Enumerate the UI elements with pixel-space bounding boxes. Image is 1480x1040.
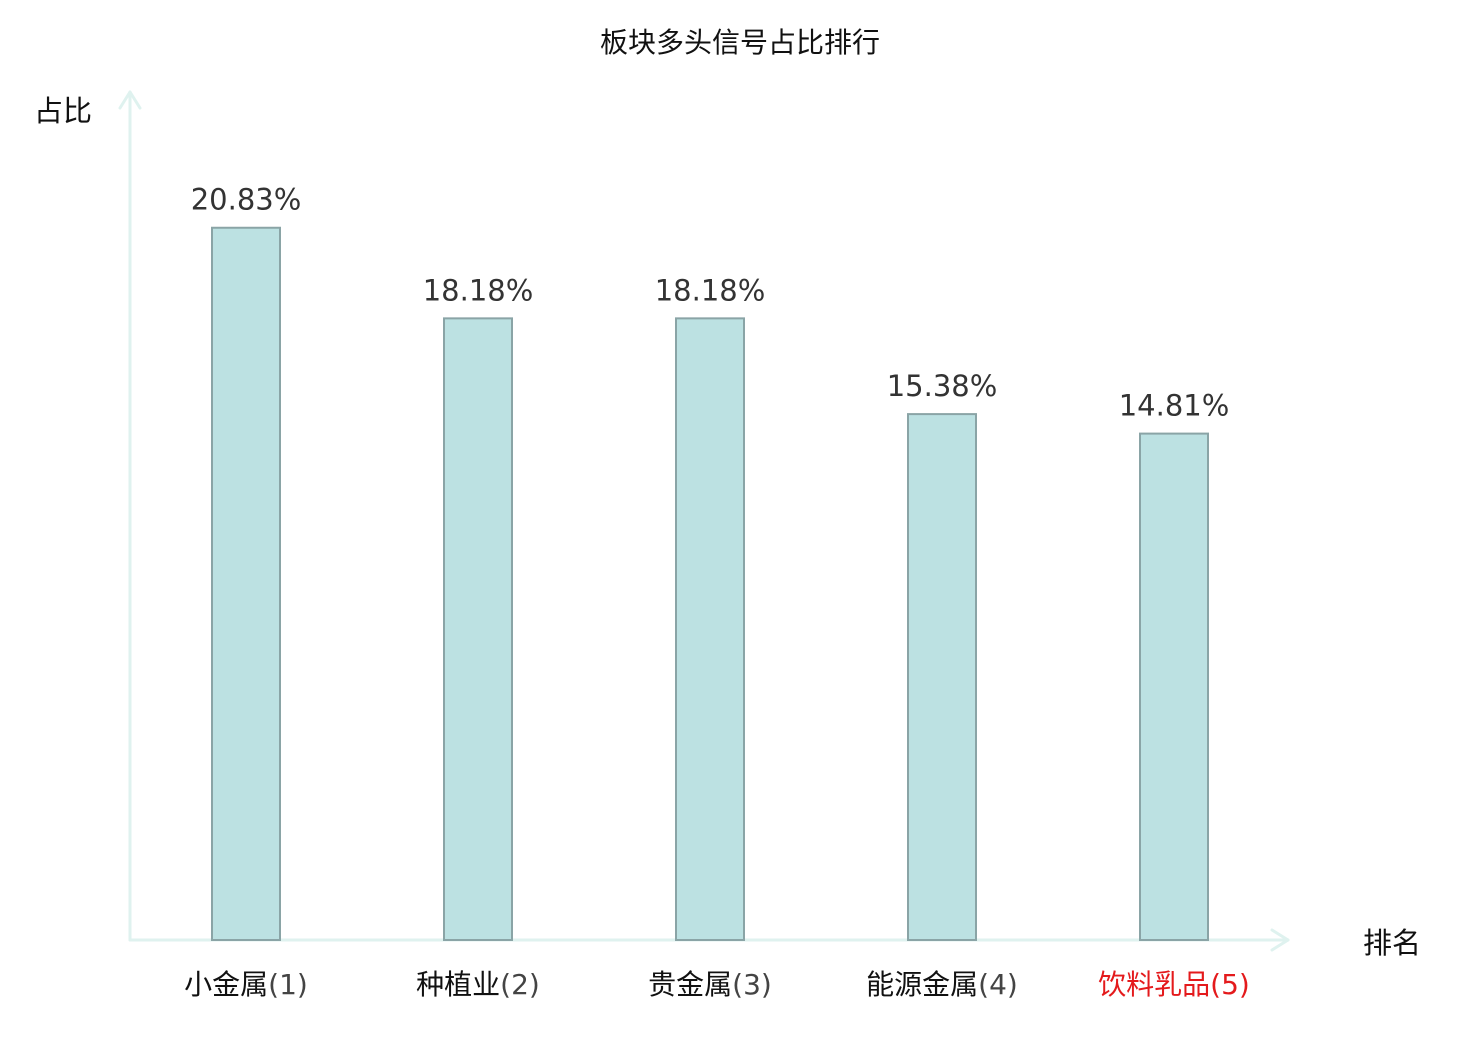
bar-series [211, 226, 1209, 942]
category-label-1: 小金属(1) [184, 968, 308, 1001]
x-axis-arrow-icon [1270, 928, 1290, 952]
category-rank-1: (1) [268, 968, 308, 1001]
value-label-4: 15.38% [887, 369, 998, 403]
y-axis-label: 占比 [34, 94, 92, 128]
bar-3 [675, 317, 745, 942]
category-labels: 小金属(1) 种植业(2) 贵金属(3) 能源金属(4) 饮料乳品(5) [184, 968, 1250, 1001]
bar-4 [907, 413, 977, 942]
category-name-5: 饮料乳品 [1098, 968, 1210, 1001]
value-label-1: 20.83% [191, 183, 302, 217]
bar-1 [211, 226, 281, 941]
category-label-3: 贵金属(3) [648, 968, 772, 1001]
value-label-3: 18.18% [655, 273, 766, 307]
bar-5 [1139, 432, 1209, 941]
bar-2 [443, 317, 513, 942]
category-rank-4: (4) [978, 968, 1018, 1001]
x-axis: 排名 [128, 926, 1421, 960]
chart-title: 板块多头信号占比排行 [600, 26, 880, 59]
value-label-5: 14.81% [1119, 389, 1230, 423]
value-label-2: 18.18% [423, 273, 534, 307]
y-axis-arrow-icon [118, 90, 142, 110]
category-label-4: 能源金属(4) [866, 968, 1018, 1001]
category-rank-2: (2) [500, 968, 540, 1001]
category-rank-3: (3) [732, 968, 772, 1001]
category-rank-5: (5) [1210, 968, 1250, 1001]
category-name-2: 种植业 [416, 968, 500, 1001]
category-name-3: 贵金属 [648, 968, 732, 1001]
y-axis: 占比 [34, 90, 142, 942]
category-label-5: 饮料乳品(5) [1098, 968, 1250, 1001]
category-label-2: 种植业(2) [416, 968, 540, 1001]
value-labels: 20.83% 18.18% 18.18% 15.38% 14.81% [191, 183, 1230, 423]
category-name-1: 小金属 [184, 968, 268, 1001]
x-axis-label: 排名 [1363, 926, 1421, 960]
category-name-4: 能源金属 [866, 968, 978, 1001]
